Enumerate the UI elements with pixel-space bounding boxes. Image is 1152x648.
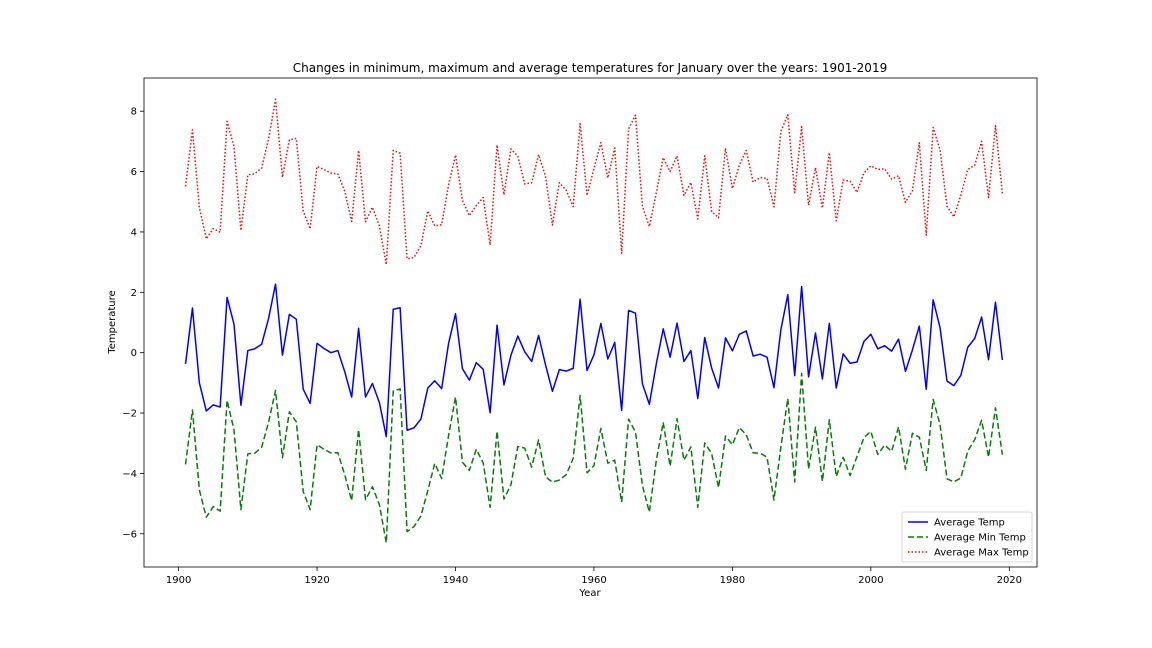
legend: Average Temp Average Min Temp Average Max …: [901, 511, 1033, 563]
y-tick-label: 2: [131, 288, 137, 299]
chart-title: Changes in minimum, maximum and average …: [293, 61, 887, 75]
series-line-average-max-temp: [184, 98, 1004, 266]
plot-series-group: [184, 98, 1004, 544]
x-tick-label: 1900: [166, 575, 191, 586]
legend-label: Average Temp: [934, 518, 1005, 529]
series-line-average-min-temp: [184, 372, 1004, 544]
plot-frame: [143, 77, 1038, 568]
y-tick-label: 0: [131, 348, 137, 359]
legend-label: Average Max Temp: [934, 548, 1029, 559]
x-tick-label: 1980: [720, 575, 745, 586]
y-tick-label: −2: [122, 409, 137, 420]
y-tick-label: 8: [131, 107, 137, 118]
x-tick-label: 1960: [581, 575, 606, 586]
y-axis-ticks: −6 −4 −2 0 2 4 6 8: [122, 107, 144, 540]
y-tick-label: −6: [122, 529, 137, 540]
y-tick-label: 4: [131, 227, 137, 238]
x-tick-label: 1920: [304, 575, 329, 586]
x-axis-ticks: 1900 1920 1940 1960 1980 2000 2020: [166, 567, 1022, 586]
y-tick-label: 6: [131, 167, 137, 178]
x-axis-label: Year: [578, 588, 601, 599]
x-tick-label: 1940: [443, 575, 468, 586]
y-tick-label: −4: [122, 469, 137, 480]
legend-label: Average Min Temp: [934, 533, 1026, 544]
series-line-average-temp: [184, 283, 1004, 438]
y-axis-label: Temperature: [107, 290, 118, 354]
x-tick-label: 2020: [997, 575, 1022, 586]
legend-box: [901, 511, 1033, 563]
x-tick-label: 2000: [858, 575, 883, 586]
